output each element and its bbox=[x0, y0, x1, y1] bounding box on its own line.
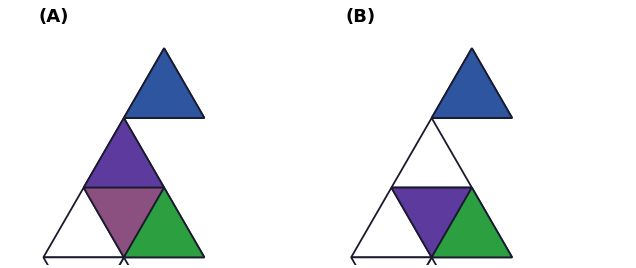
Polygon shape bbox=[83, 188, 164, 257]
Polygon shape bbox=[391, 257, 472, 268]
Polygon shape bbox=[124, 188, 204, 257]
Polygon shape bbox=[391, 188, 472, 257]
Polygon shape bbox=[83, 188, 164, 257]
Polygon shape bbox=[432, 48, 512, 118]
Polygon shape bbox=[43, 257, 124, 268]
Polygon shape bbox=[351, 188, 432, 257]
Polygon shape bbox=[391, 118, 472, 188]
Polygon shape bbox=[432, 188, 512, 257]
Polygon shape bbox=[432, 48, 512, 118]
Polygon shape bbox=[351, 257, 432, 268]
Polygon shape bbox=[43, 188, 124, 257]
Polygon shape bbox=[432, 188, 512, 257]
Polygon shape bbox=[83, 257, 164, 268]
Polygon shape bbox=[124, 48, 204, 118]
Text: (B): (B) bbox=[346, 8, 376, 26]
Text: (A): (A) bbox=[38, 8, 69, 26]
Polygon shape bbox=[83, 118, 164, 188]
Polygon shape bbox=[124, 188, 204, 257]
Polygon shape bbox=[83, 118, 164, 188]
Polygon shape bbox=[391, 188, 472, 257]
Polygon shape bbox=[124, 48, 204, 118]
